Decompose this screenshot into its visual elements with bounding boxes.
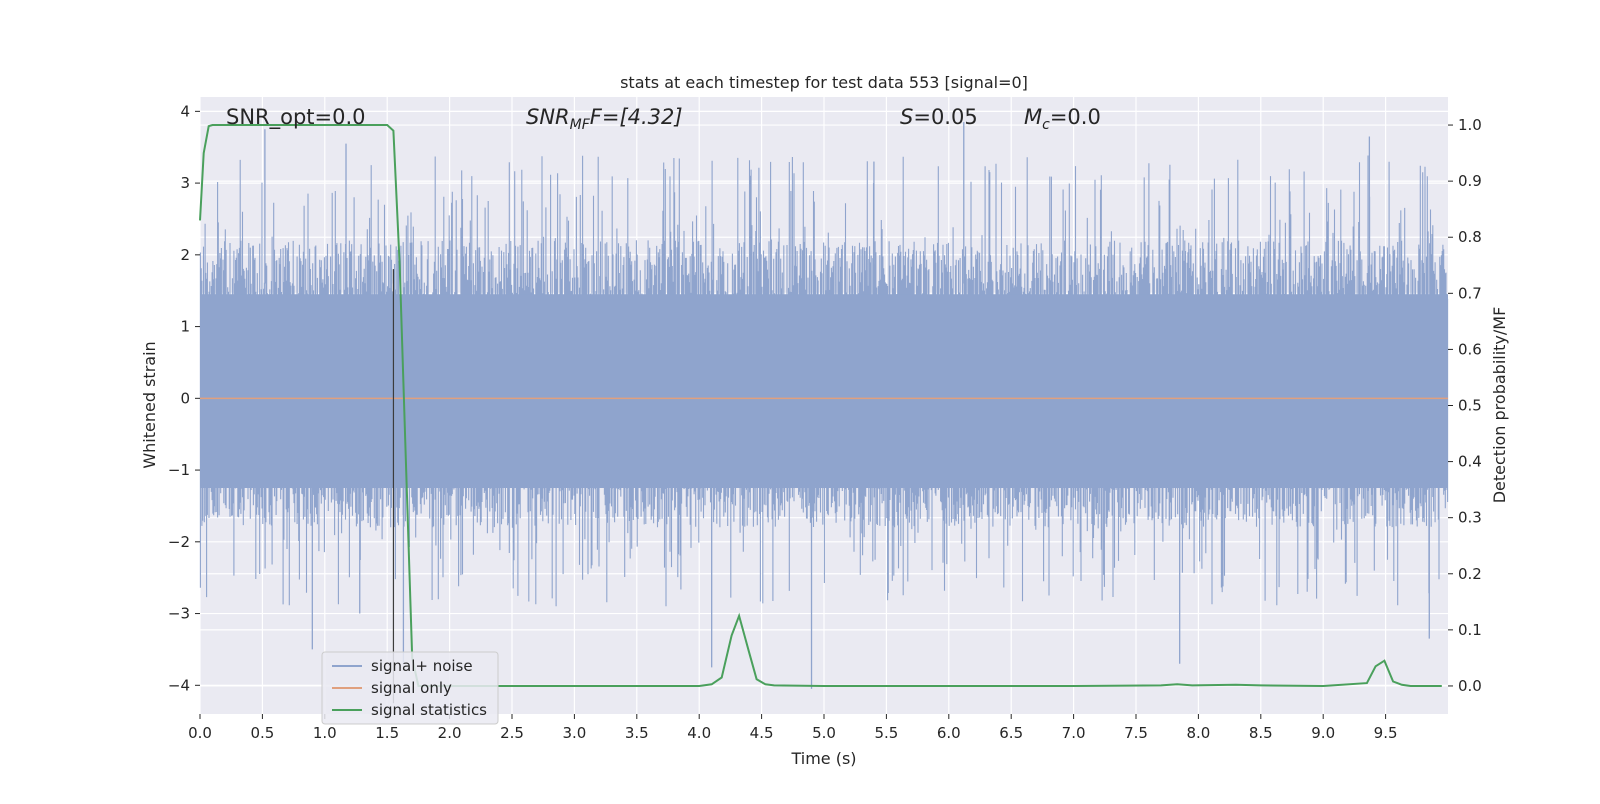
x-tick-label: 3.5 <box>625 724 649 742</box>
x-tick-label: 2.5 <box>500 724 524 742</box>
x-tick-label: 8.0 <box>1186 724 1210 742</box>
left-y-axis-ticks: 4 3 2 1 0 −1 −2 −3 −4 <box>168 102 200 694</box>
mc-sub: c <box>1042 117 1050 133</box>
legend-box <box>321 651 499 725</box>
x-tick-label: 9.0 <box>1311 724 1335 742</box>
y-right-tick-label: 1.0 <box>1458 116 1482 134</box>
signal-statistics-series <box>199 124 1442 688</box>
left-y-axis-label: Whitened strain <box>140 341 159 468</box>
x-axis-label: Time (s) <box>790 749 856 768</box>
x-tick-label: 6.5 <box>999 724 1023 742</box>
s-annotation: S=0.05 <box>900 105 978 129</box>
snr-opt-annotation: SNR_opt=0.0 <box>226 105 366 130</box>
y-left-tick-label: −1 <box>168 461 190 479</box>
y-left-tick-label: −2 <box>168 533 190 551</box>
snr-mf-prefix: SNR <box>526 105 570 129</box>
x-tick-label: 5.0 <box>812 724 836 742</box>
x-tick-label: 1.0 <box>313 724 337 742</box>
y-left-tick-label: 4 <box>180 102 190 120</box>
y-right-tick-label: 0.2 <box>1458 565 1482 583</box>
legend-label-signal-noise: signal+ noise <box>371 657 473 675</box>
y-left-tick-label: −4 <box>168 676 190 694</box>
y-right-tick-label: 0.4 <box>1458 453 1482 471</box>
y-left-tick-label: 1 <box>180 318 190 336</box>
right-y-axis-label: Detection probability/MF <box>1490 307 1509 504</box>
mc-prefix: M <box>1024 105 1042 129</box>
x-tick-label: 4.0 <box>687 724 711 742</box>
x-tick-label: 5.5 <box>874 724 898 742</box>
snr-mf-annotation: SNRMFF=[4.32] <box>526 105 683 133</box>
signal-noise-series <box>199 122 1449 689</box>
noise-core <box>200 294 1448 489</box>
s-prefix: S <box>900 105 913 129</box>
legend-label-signal-only: signal only <box>371 679 452 697</box>
y-right-tick-label: 0.0 <box>1458 677 1482 695</box>
y-right-tick-label: 0.9 <box>1458 172 1482 190</box>
y-left-tick-label: 0 <box>180 389 190 407</box>
mc-annotation: Mc=0.0 <box>1024 105 1101 133</box>
x-tick-label: 7.5 <box>1124 724 1148 742</box>
chart-title: stats at each timestep for test data 553… <box>620 73 1028 92</box>
y-left-tick-label: −3 <box>168 605 190 623</box>
x-tick-label: 3.0 <box>562 724 586 742</box>
y-right-tick-label: 0.7 <box>1458 284 1482 302</box>
y-right-tick-label: 0.3 <box>1458 509 1482 527</box>
right-y-axis-ticks: 1.0 0.9 0.8 0.7 0.6 0.5 0.4 0.3 0.2 0.1 0.0 <box>1448 116 1482 695</box>
x-tick-label: 2.0 <box>438 724 462 742</box>
y-left-tick-label: 3 <box>180 174 190 192</box>
x-tick-label: 4.5 <box>750 724 774 742</box>
y-right-tick-label: 0.1 <box>1458 621 1482 639</box>
x-tick-label: 0.0 <box>188 724 212 742</box>
s-suffix: =0.05 <box>913 105 977 129</box>
legend: signal+ noise signal only signal statist… <box>321 651 499 725</box>
mc-suffix: =0.0 <box>1050 105 1101 129</box>
legend-label-signal-statistics: signal statistics <box>371 701 487 719</box>
x-tick-label: 9.5 <box>1374 724 1398 742</box>
x-tick-label: 7.0 <box>1062 724 1086 742</box>
snr-mf-sub: MF <box>570 117 591 133</box>
snr-mf-suffix: F=[4.32] <box>590 105 683 129</box>
x-tick-label: 0.5 <box>250 724 274 742</box>
x-tick-label: 1.5 <box>375 724 399 742</box>
x-tick-label: 6.0 <box>937 724 961 742</box>
y-right-tick-label: 0.6 <box>1458 340 1482 358</box>
x-tick-label: 8.5 <box>1249 724 1273 742</box>
y-left-tick-label: 2 <box>180 246 190 264</box>
x-axis-ticks: 0.0 0.5 1.0 1.5 2.0 2.5 3.0 3.5 4.0 4.5 5.0 5.5 6.0 6… <box>188 714 1398 742</box>
y-right-tick-label: 0.5 <box>1458 397 1482 415</box>
y-right-tick-label: 0.8 <box>1458 228 1482 246</box>
